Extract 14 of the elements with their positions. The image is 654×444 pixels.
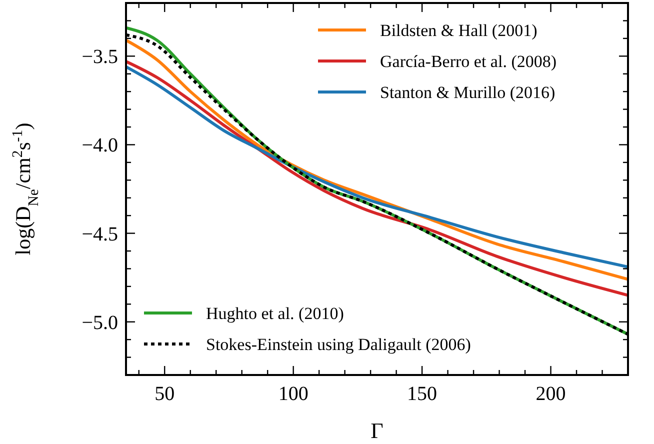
legend-label: Stokes-Einstein using Daligault (2006) [206, 335, 471, 354]
y-tick-label: −4.0 [82, 134, 118, 157]
y-tick-label: −3.5 [82, 46, 118, 68]
x-tick-label: 100 [278, 383, 308, 405]
legend-label: Bildsten & Hall (2001) [380, 21, 538, 40]
x-tick-label: 150 [407, 383, 438, 405]
y-tick-label: −5.0 [82, 312, 118, 334]
legend-label: Stanton & Murillo (2016) [380, 83, 556, 102]
x-tick-label: 200 [536, 383, 566, 405]
legend-label: García-Berro et al. (2008) [380, 52, 557, 71]
x-tick-label: 50 [154, 383, 175, 405]
x-axis-title: Γ [370, 418, 384, 443]
legend-label: Hughto et al. (2010) [206, 304, 344, 323]
y-tick-label: −4.5 [82, 223, 118, 246]
